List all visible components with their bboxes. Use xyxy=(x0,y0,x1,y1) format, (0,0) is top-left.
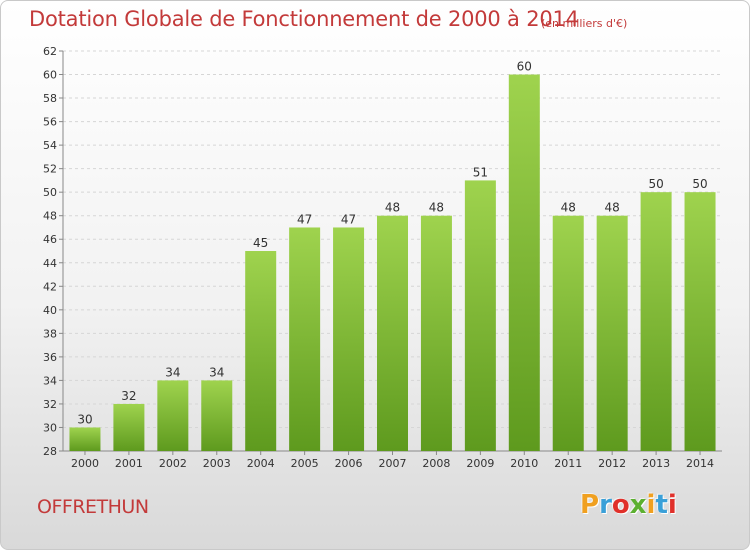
bar-2005 xyxy=(289,227,321,451)
y-tick-label: 48 xyxy=(43,210,57,223)
y-tick-label: 56 xyxy=(43,116,57,129)
x-tick-label-2006: 2006 xyxy=(335,457,363,470)
data-label-2014: 50 xyxy=(692,177,707,191)
bars xyxy=(69,74,716,452)
x-tick-label-2012: 2012 xyxy=(598,457,626,470)
labels: 28 30 32 34 36 38 40 42 44 46 48 50 52 54 56 58 60 62 30 20… xyxy=(43,45,714,470)
bar-2007 xyxy=(377,215,408,451)
commune-name: OFFRETHUN xyxy=(37,496,149,518)
x-tick-label-2013: 2013 xyxy=(642,457,670,470)
y-tick-label: 44 xyxy=(43,257,57,270)
y-tick-label: 46 xyxy=(43,233,57,246)
y-tick-label: 30 xyxy=(43,421,57,434)
x-tick-label-2009: 2009 xyxy=(466,457,494,470)
bar-2004 xyxy=(245,251,277,451)
y-tick-label: 40 xyxy=(43,304,57,317)
data-label-2010: 60 xyxy=(517,60,532,74)
logo-letter: r xyxy=(599,490,612,520)
y-tick-label: 34 xyxy=(43,374,57,387)
y-tick-label: 50 xyxy=(43,186,57,199)
bar-2010 xyxy=(508,74,540,451)
x-tick-label-2000: 2000 xyxy=(71,457,99,470)
chart-unit: (en milliers d'€) xyxy=(541,17,628,30)
logo-letter: i xyxy=(646,490,656,520)
x-tick-label-2007: 2007 xyxy=(379,457,407,470)
data-label-2002: 34 xyxy=(165,365,180,379)
y-tick-label: 54 xyxy=(43,139,57,152)
chart-title: Dotation Globale de Fonctionnement de 20… xyxy=(29,7,579,31)
data-label-2007: 48 xyxy=(385,201,400,215)
x-tick-label-2014: 2014 xyxy=(686,457,714,470)
y-tick-label: 28 xyxy=(43,445,57,458)
data-label-2005: 47 xyxy=(297,212,312,226)
bar-2012 xyxy=(596,215,628,451)
bar-2001 xyxy=(113,403,145,451)
y-tick-label: 36 xyxy=(43,351,57,364)
y-tick-label: 38 xyxy=(43,327,57,340)
data-label-2013: 50 xyxy=(648,177,663,191)
data-label-2008: 48 xyxy=(429,201,444,215)
x-tick-label-2008: 2008 xyxy=(422,457,450,470)
bar-2003 xyxy=(201,380,233,451)
data-label-2001: 32 xyxy=(121,389,136,403)
bar-2013 xyxy=(640,192,672,452)
x-tick-label-2010: 2010 xyxy=(510,457,538,470)
x-tick-label-2002: 2002 xyxy=(159,457,187,470)
logo-letter: t xyxy=(655,490,668,520)
data-label-2006: 47 xyxy=(341,212,356,226)
x-tick-label-2004: 2004 xyxy=(247,457,275,470)
y-tick-label: 42 xyxy=(43,280,57,293)
logo-letter: i xyxy=(667,490,677,520)
data-label-2003: 34 xyxy=(209,365,224,379)
bar-2011 xyxy=(552,215,584,451)
x-tick-label-2003: 2003 xyxy=(203,457,231,470)
bar-2006 xyxy=(333,227,365,451)
y-tick-label: 52 xyxy=(43,163,57,176)
data-label-2011: 48 xyxy=(561,201,576,215)
x-tick-label-2001: 2001 xyxy=(115,457,143,470)
bar-2000 xyxy=(69,427,101,451)
data-label-2009: 51 xyxy=(473,165,488,179)
y-tick-label: 62 xyxy=(43,45,57,58)
data-label-2004: 45 xyxy=(253,236,268,250)
logo-letter: x xyxy=(629,490,647,520)
y-tick-label: 32 xyxy=(43,398,57,411)
logo-letter: P xyxy=(580,490,600,520)
x-tick-label-2011: 2011 xyxy=(554,457,582,470)
data-label-2012: 48 xyxy=(605,201,620,215)
x-tick-label-2005: 2005 xyxy=(291,457,319,470)
bar-2008 xyxy=(420,215,452,451)
logo-letter: o xyxy=(611,490,630,520)
bar-2014 xyxy=(684,192,716,452)
bar-2002 xyxy=(157,380,189,451)
bar-2009 xyxy=(464,180,496,452)
proxiti-logo[interactable]: Proxiti xyxy=(580,490,677,520)
data-label-2000: 30 xyxy=(77,412,92,426)
y-tick-label: 58 xyxy=(43,92,57,105)
y-tick-label: 60 xyxy=(43,69,57,82)
